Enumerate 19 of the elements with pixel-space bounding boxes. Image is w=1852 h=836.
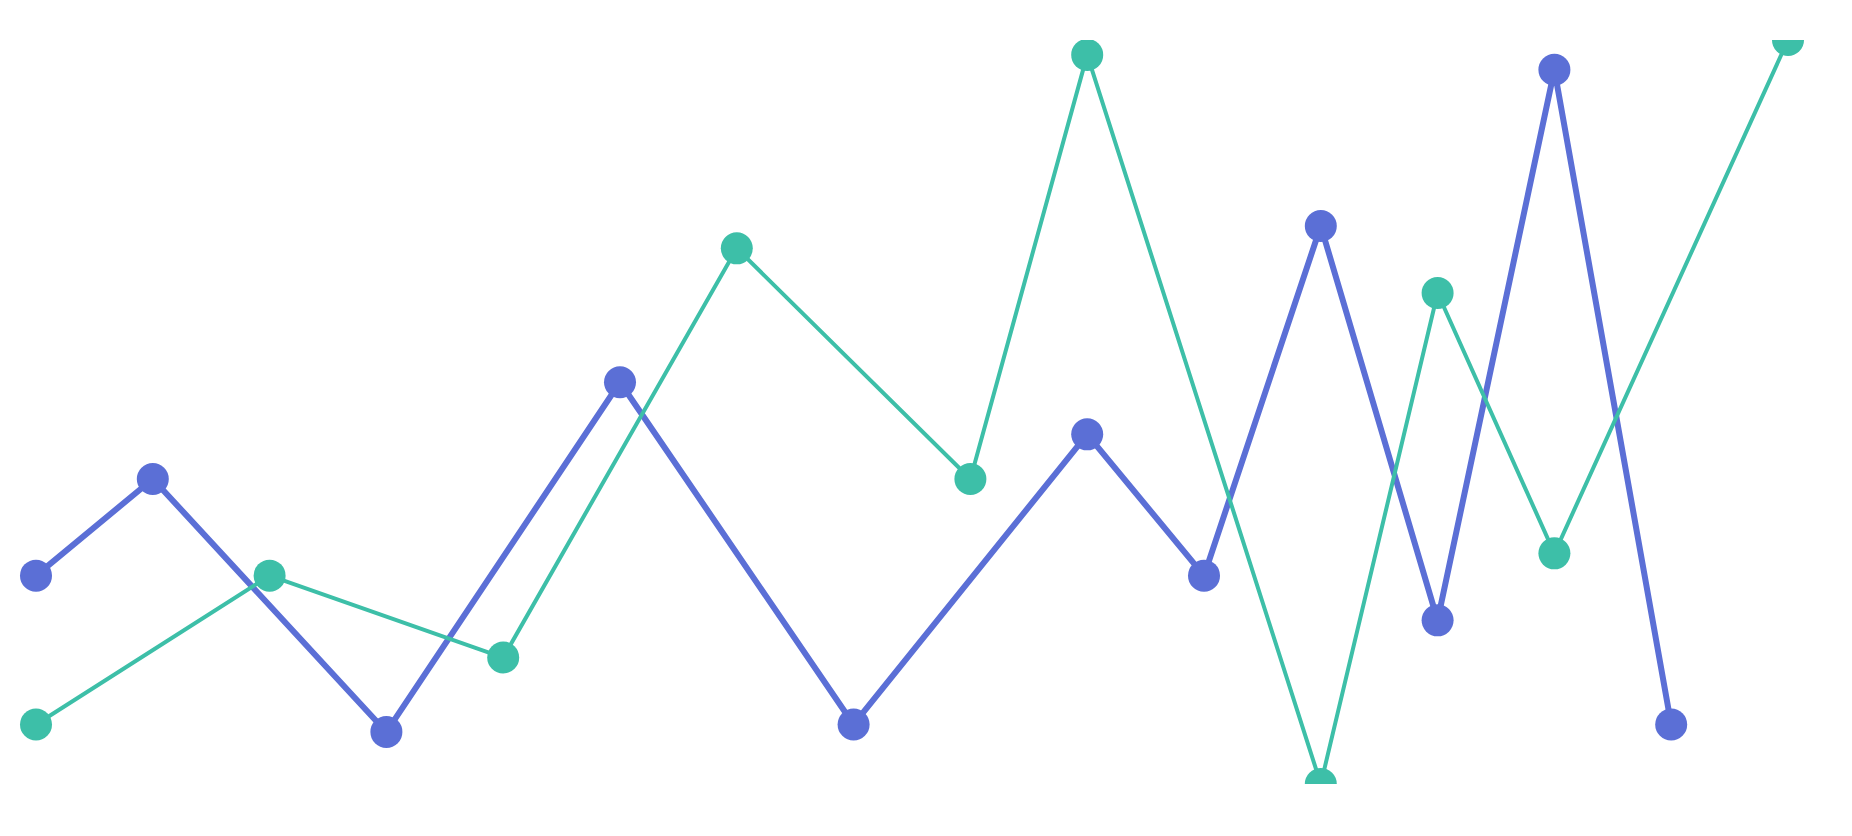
point — [487, 641, 520, 674]
point — [1421, 276, 1454, 309]
point — [20, 559, 52, 592]
point — [1071, 418, 1104, 451]
point — [136, 462, 169, 495]
point — [837, 708, 870, 741]
point — [370, 715, 403, 748]
point — [954, 462, 987, 495]
point — [1304, 210, 1337, 242]
point — [20, 708, 52, 741]
point — [1188, 559, 1220, 592]
point — [1421, 604, 1454, 637]
point — [1538, 537, 1571, 570]
point — [1071, 40, 1104, 71]
point — [253, 559, 286, 592]
point — [1655, 708, 1688, 741]
point — [1538, 53, 1571, 86]
point — [604, 366, 636, 399]
point — [720, 232, 753, 265]
